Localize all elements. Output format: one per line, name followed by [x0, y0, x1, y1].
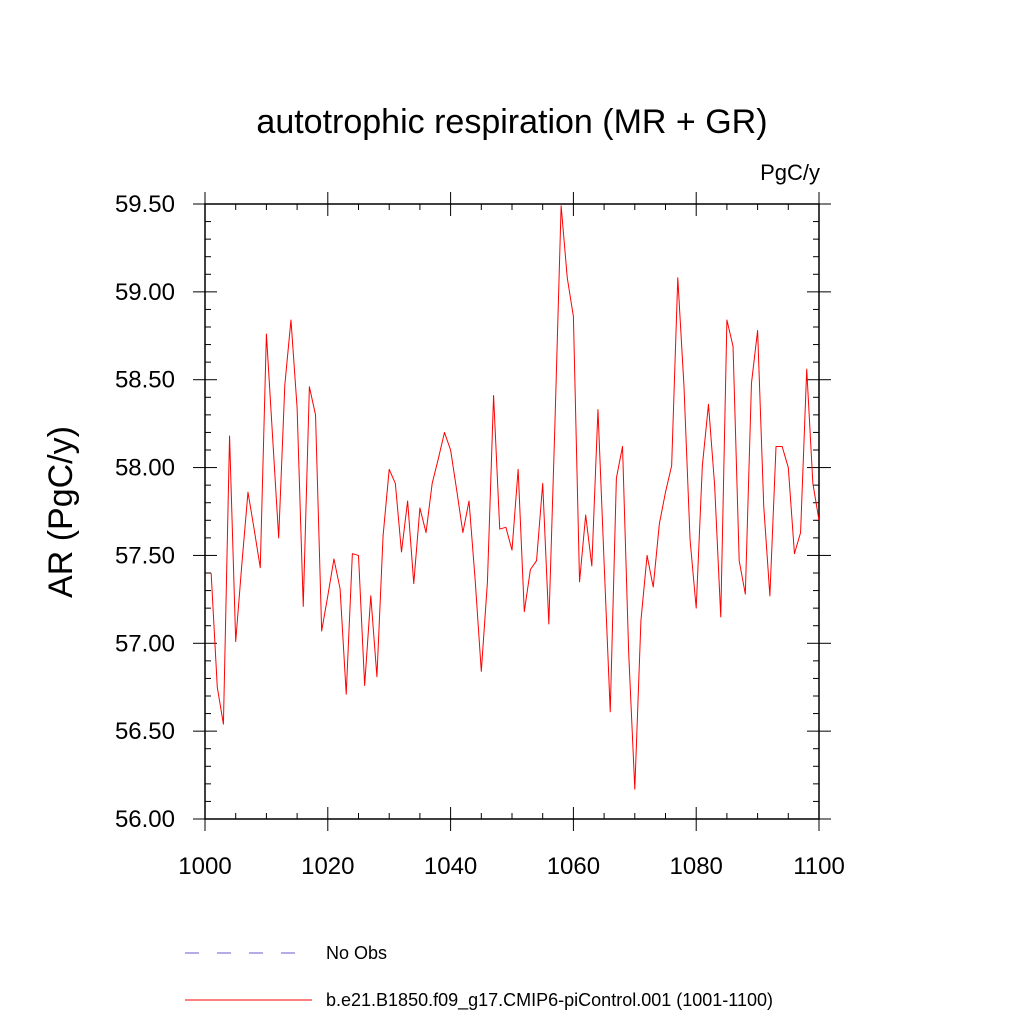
x-tick-label: 1060 — [547, 853, 600, 880]
y-tick-label: 57.50 — [115, 542, 175, 569]
y-tick-label: 59.00 — [115, 279, 175, 306]
y-axis-label: AR (PgC/y) — [42, 426, 80, 598]
y-tick-label: 58.00 — [115, 455, 175, 482]
legend: No Obs b.e21.B1850.f09_g17.CMIP6-piContro… — [185, 943, 773, 1011]
axis-ticks: 1000 1020 1040 1060 1080 1100 56.00 56.50 57.00 5… — [115, 191, 845, 880]
y-tick-label: 56.00 — [115, 806, 175, 833]
x-tick-label: 1020 — [301, 853, 354, 880]
legend-label: b.e21.B1850.f09_g17.CMIP6-piControl.001 … — [326, 990, 773, 1011]
x-tick-label: 1040 — [424, 853, 477, 880]
y-tick-label: 59.50 — [115, 191, 175, 218]
plot-frame — [204, 203, 820, 820]
series-layer — [210, 205, 820, 790]
x-tick-label: 1080 — [670, 853, 723, 880]
y-tick-label: 57.00 — [115, 630, 175, 657]
y-tick-label: 56.50 — [115, 718, 175, 745]
x-tick-label: 1100 — [793, 853, 845, 880]
x-tick-label: 1000 — [178, 853, 231, 880]
chart-title: autotrophic respiration (MR + GR) — [256, 103, 767, 141]
units-label: PgC/y — [760, 160, 820, 185]
y-tick-label: 58.50 — [115, 367, 175, 394]
legend-label: No Obs — [326, 943, 387, 963]
series-line — [210, 205, 820, 790]
